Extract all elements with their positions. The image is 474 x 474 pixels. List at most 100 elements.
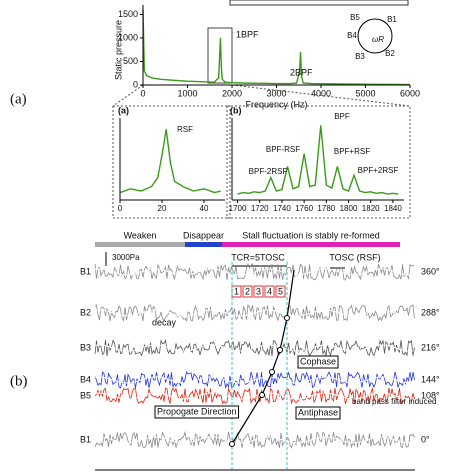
figure-label: (a)	[10, 91, 27, 107]
inset-frame	[112, 105, 231, 219]
row-label: B3	[80, 342, 91, 352]
count-label: 3	[256, 286, 261, 296]
x-tick-label: 1700	[229, 204, 247, 213]
x-tick-label: 1000	[177, 88, 197, 98]
annotation: Cophase	[300, 356, 336, 366]
x-tick-label: 1840	[384, 204, 402, 213]
x-tick-label: 1720	[251, 204, 269, 213]
row-label: B1	[80, 434, 91, 444]
phase-point	[284, 315, 290, 321]
x-tick-label: 1740	[273, 204, 291, 213]
filtered-trace	[94, 268, 414, 276]
blade-label: B5	[350, 13, 360, 22]
stage-bar	[95, 242, 185, 247]
count-box	[264, 285, 275, 298]
annotation: Antiphase	[298, 407, 338, 417]
count-box	[242, 285, 253, 298]
row-label: B5	[80, 390, 91, 400]
x-tick-label: 1760	[295, 204, 313, 213]
y-tick-label: 1500	[118, 9, 138, 19]
annotation: RSF	[177, 125, 193, 134]
x-tick-label: 1780	[317, 204, 335, 213]
signal-trace	[94, 303, 415, 322]
annotation: band pass filter induced	[352, 397, 437, 406]
count-box	[253, 285, 264, 298]
osc-label: TOSC (RSF)	[329, 252, 380, 262]
x-tick-label: 1820	[362, 204, 380, 213]
stage-label: Disappear	[183, 230, 224, 240]
phase-point	[259, 392, 265, 398]
annotation: BPF-RSF	[266, 145, 300, 154]
propagation-line	[231, 269, 295, 445]
inset-frame	[226, 105, 411, 219]
annotation: Propogate Direction	[157, 406, 237, 416]
x-axis-label: Frequency (Hz)	[245, 99, 307, 109]
row-angle: 288°	[421, 307, 440, 317]
legend-frame	[229, 0, 409, 6]
annotation: 2BPF	[290, 67, 313, 77]
rotor-omega: ωR	[372, 35, 384, 44]
x-tick-label: 5000	[355, 88, 375, 98]
blade-label: B3	[355, 52, 365, 61]
rotor	[357, 18, 393, 54]
row-angle: 0°	[421, 434, 430, 444]
annotation: BPF+2RSF	[358, 166, 399, 175]
x-tick-label: 0	[118, 204, 123, 213]
blade-label: B2	[385, 49, 395, 58]
count-label: 5	[278, 286, 283, 296]
signal-trace	[94, 371, 415, 390]
zoom-line	[231, 84, 411, 107]
x-tick-label: 4000	[311, 88, 331, 98]
annotation-box	[295, 406, 341, 420]
blade-label: B4	[347, 31, 357, 40]
count-box	[275, 285, 286, 298]
stage-label: Stall fluctuation is stably re-formed	[242, 230, 380, 240]
y-tick-label: 1000	[118, 32, 138, 42]
filtered-trace	[94, 309, 414, 317]
phase-point	[269, 369, 275, 375]
y-tick-label: 500	[123, 56, 138, 66]
count-box	[231, 285, 242, 298]
annotation-box	[297, 355, 339, 369]
row-angle: 144°	[421, 374, 440, 384]
stage-label: Weaken	[124, 230, 157, 240]
row-label: B2	[80, 307, 91, 317]
annotation-box	[154, 405, 240, 419]
filtered-trace	[94, 376, 414, 384]
signal-trace	[94, 339, 415, 357]
row-angle: 216°	[421, 342, 440, 352]
annotation: BPF	[334, 112, 350, 121]
x-tick-label: 3000	[266, 88, 286, 98]
row-angle: 108°	[421, 390, 440, 400]
x-tick-label: 6000	[400, 88, 420, 98]
count-label: 4	[267, 286, 272, 296]
spectrum-line	[142, 9, 411, 86]
spectrum-line	[119, 129, 221, 194]
spectrum-line	[237, 125, 399, 195]
annotation: BPF-2RSF	[249, 167, 288, 176]
annotation: 1BPF	[236, 29, 259, 39]
figure-label: (b)	[10, 373, 28, 389]
x-tick-label: 40	[200, 204, 209, 213]
period-label: TCR=5TOSC	[231, 252, 285, 262]
zoom-box	[207, 27, 233, 84]
x-tick-label: 1800	[340, 204, 358, 213]
phase-point	[229, 441, 235, 447]
filtered-trace	[94, 436, 414, 444]
count-label: 1	[234, 286, 239, 296]
x-tick-label: 2000	[222, 88, 242, 98]
row-angle: 360°	[421, 266, 440, 276]
row-label: B4	[80, 374, 91, 384]
x-tick-label: 20	[158, 204, 167, 213]
filtered-trace	[94, 392, 414, 400]
stage-bar	[222, 242, 400, 247]
y-tick-label: 0	[133, 79, 138, 89]
count-label: 2	[245, 286, 250, 296]
annotation: BPF+RSF	[334, 147, 370, 156]
stage-bar	[185, 242, 222, 247]
row-label: B1	[80, 266, 91, 276]
blade-label: B1	[387, 15, 397, 24]
x-tick-label: 0	[140, 88, 145, 98]
annotation: decay	[152, 317, 177, 327]
